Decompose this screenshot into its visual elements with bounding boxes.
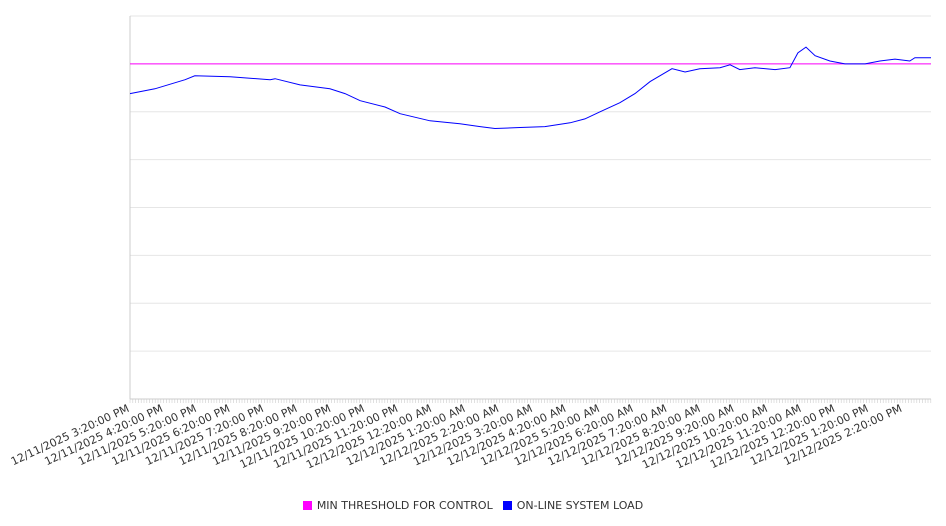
legend-swatch-system-load bbox=[502, 501, 512, 510]
series-lines bbox=[129, 46, 931, 130]
legend-item-system-load[interactable]: ON-LINE SYSTEM LOAD bbox=[502, 499, 644, 512]
gridlines bbox=[129, 15, 931, 400]
legend-swatch-threshold bbox=[302, 501, 312, 510]
legend: MIN THRESHOLD FOR CONTROL ON-LINE SYSTEM… bbox=[0, 499, 946, 512]
legend-label-threshold: MIN THRESHOLD FOR CONTROL bbox=[316, 499, 493, 512]
system-load-line bbox=[129, 46, 931, 130]
x-ticks bbox=[129, 399, 932, 403]
legend-item-threshold[interactable]: MIN THRESHOLD FOR CONTROL bbox=[302, 499, 493, 512]
legend-label-system-load: ON-LINE SYSTEM LOAD bbox=[516, 499, 644, 512]
